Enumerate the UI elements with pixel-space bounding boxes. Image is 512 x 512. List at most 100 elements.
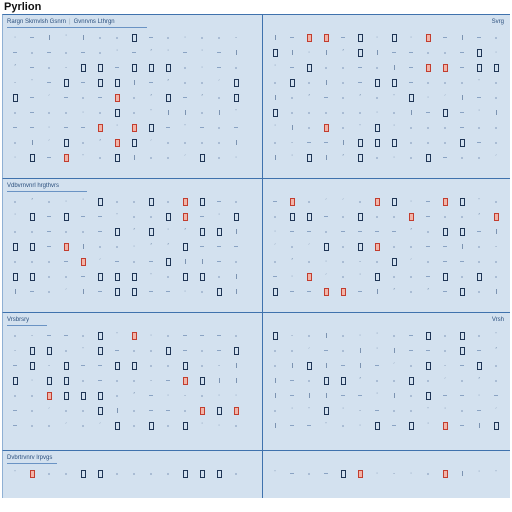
- glyph-cell: ¨: [324, 421, 328, 429]
- glyph-cell: [304, 106, 314, 119]
- glyph-cell: ¨: [494, 331, 498, 339]
- glyph-cell: [78, 389, 88, 402]
- glyph-cell: ‐: [183, 391, 187, 399]
- glyph-cell: [287, 106, 297, 119]
- glyph-column: ¨: [111, 195, 123, 300]
- glyph-cell: [61, 255, 71, 268]
- glyph-cell: ¨: [149, 108, 153, 116]
- glyph-cell: [10, 389, 20, 402]
- glyph-box-icon: [216, 469, 222, 478]
- glyph-cell: [146, 359, 156, 372]
- glyph-cell: ·: [217, 421, 221, 429]
- glyph-cell: [112, 344, 122, 357]
- glyph-column: ′ · ′: [43, 31, 55, 166]
- glyph-cell: [321, 31, 331, 44]
- glyph-cell: [61, 389, 71, 402]
- alert-marker-icon: [97, 123, 103, 132]
- pane-1[interactable]: Svrg ˈ ˈ ‐ ˈ ·’’’’ ¨ · · ¨ ˈ · · · ′ ¨ ˈ · ′: [262, 14, 510, 178]
- glyph-cell: ¨: [477, 78, 481, 86]
- glyph-cell: [78, 76, 88, 89]
- glyph-cell: [44, 106, 54, 119]
- glyph-cell: [406, 374, 416, 387]
- glyph-cell: [423, 225, 433, 238]
- glyph-cell: ‐: [358, 257, 362, 265]
- glyph-cell: [457, 389, 467, 402]
- glyph-cell: [163, 136, 173, 149]
- glyph-cell: [338, 136, 348, 149]
- glyph-cell: [10, 121, 20, 134]
- glyph-box-icon: [425, 153, 431, 162]
- glyph-cell: [423, 359, 433, 372]
- glyph-cell: [163, 31, 173, 44]
- glyph-cell: [10, 404, 20, 417]
- glyph-box-icon: [233, 212, 239, 221]
- glyph-cell: [372, 404, 382, 417]
- glyph-cell: [129, 467, 139, 480]
- glyph-box-icon: [357, 48, 363, 57]
- glyph-cell: [44, 31, 54, 44]
- glyph-cell: [389, 46, 399, 59]
- glyph-cell: [61, 344, 71, 357]
- glyph-cell: [129, 255, 139, 268]
- glyph-column: ‐ ·: [26, 329, 38, 434]
- glyph-cell: [491, 31, 501, 44]
- pane-2[interactable]: Vdbvrnvnrl hrgthvrs ˈ’ · ′ ˈ ′ ¨’ ·’ ¨ ˈ’’ · ˈ: [2, 178, 262, 312]
- glyph-column: ’ ’ ¨ ′: [145, 31, 157, 166]
- glyph-column: [456, 467, 468, 482]
- glyph-cell: [95, 404, 105, 417]
- glyph-column: ˈ: [9, 195, 21, 300]
- glyph-cell: ·: [409, 33, 413, 41]
- glyph-cell: [304, 210, 314, 223]
- glyph-cell: [491, 121, 501, 134]
- glyph-cell: ′: [307, 242, 311, 250]
- glyph-column: ′ ¨: [303, 329, 315, 434]
- glyph-cell: [440, 121, 450, 134]
- glyph-cell: [44, 151, 54, 164]
- glyph-cell: [321, 210, 331, 223]
- glyph-cell: ′: [409, 257, 413, 265]
- glyph-cell: [231, 91, 241, 104]
- glyph-cell: [440, 61, 450, 74]
- glyph-cell: [44, 195, 54, 208]
- glyph-column: ‐ ′: [43, 329, 55, 434]
- glyph-column: [456, 195, 468, 300]
- glyph-column: ˈ: [196, 329, 208, 434]
- glyph-column: ‐ ˈ: [354, 195, 366, 300]
- glyph-cell: ·: [375, 33, 379, 41]
- glyph-cell: [112, 419, 122, 432]
- glyph-box-icon: [442, 108, 448, 117]
- glyph-cell: [27, 285, 37, 298]
- alert-marker-icon: [199, 406, 205, 415]
- glyph-cell: [270, 210, 280, 223]
- glyph-cell: ′: [307, 346, 311, 354]
- pane-7[interactable]: ¨ · ‐ · ˈ ¨: [262, 450, 510, 498]
- glyph-column: ˈ: [213, 195, 225, 300]
- glyph-cell: [440, 240, 450, 253]
- glyph-cell: [231, 61, 241, 74]
- glyph-cell: ·: [273, 227, 277, 235]
- glyph-cell: [304, 151, 314, 164]
- glyph-cell: [457, 121, 467, 134]
- pane-3[interactable]: · ′’ · ′ ′ · ′ ′ ‐ ˈ’ ·’ ′’ ¨’ ‐: [262, 178, 510, 312]
- glyph-box-icon: [357, 242, 363, 251]
- pane-4[interactable]: Vrsbrsry ‐ ‐ · ‐ ′ ′ ¨ ′ ¨’ · ‐ · ‐ ˈ ‐ · · ·: [2, 312, 262, 450]
- glyph-box-icon: [391, 257, 397, 266]
- glyph-cell: [372, 61, 382, 74]
- pane-6[interactable]: Dvbrtrvnrv lrpvgs ¨: [2, 450, 262, 498]
- glyph-cell: [27, 359, 37, 372]
- glyph-cell: [389, 270, 399, 283]
- glyph-box-icon: [459, 197, 465, 206]
- glyph-cell: [372, 374, 382, 387]
- glyph-cell: [61, 404, 71, 417]
- pane-5[interactable]: Vrsh ‐ ˈ ′ ¨ ¨ ˈ ·’ ‐ · ˈ ˈ ˈ ′ ¨ ˈ ‐ ′ ˈ’ · ¨’ ′: [262, 312, 510, 450]
- glyph-cell: [197, 136, 207, 149]
- glyph-cell: [44, 61, 54, 74]
- alert-marker-icon: [442, 63, 448, 72]
- glyph-column: ‐ ˈ: [286, 31, 298, 166]
- pane-0[interactable]: Rargn Skrnvlsh Gsnrn | Gvnrvns Lthrgn ·’ ‐ ·…: [2, 14, 262, 178]
- glyph-cell: ′: [64, 287, 68, 295]
- glyph-cell: [61, 151, 71, 164]
- glyph-cell: [10, 136, 20, 149]
- glyph-cell: [197, 374, 207, 387]
